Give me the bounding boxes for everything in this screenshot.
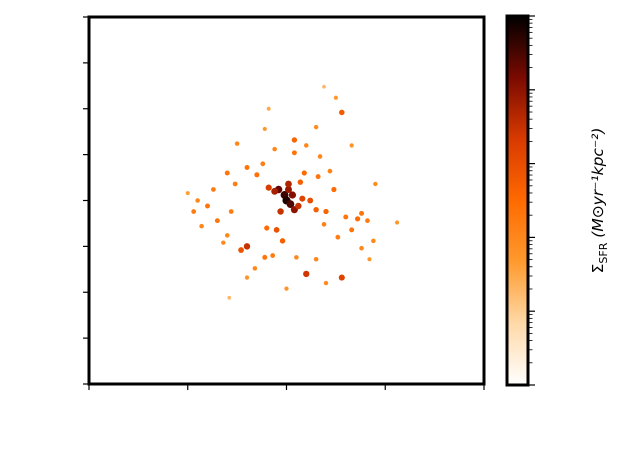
sfr-clump-52 [294,255,299,260]
colorbar-title: ΣSFR (M⊙yr⁻¹kpc⁻²) [589,128,610,274]
sfr-clump-17 [291,137,298,143]
sfr-clump-46 [214,218,220,224]
sfr-clump-39 [244,165,250,170]
sfr-clump-71 [227,295,232,300]
sfr-clump-59 [303,143,309,148]
sfr-clump-27 [355,216,361,222]
sfr-clump-35 [317,154,323,159]
sfr-clump-47 [228,209,234,214]
sfr-clump-19 [264,225,270,231]
sfr-clump-4 [284,185,292,193]
sfr-clump-68 [323,280,329,286]
sfr-clump-28 [359,210,365,216]
sfr-clump-55 [234,141,240,146]
sfr-clump-57 [272,146,277,152]
sfr-clump-38 [232,181,238,187]
sfr-clump-16 [339,109,345,116]
sfr-clump-62 [262,126,267,132]
sfr-clump-41 [211,187,216,192]
sfr-clump-45 [199,223,204,229]
sfr-clump-49 [262,254,268,260]
sfr-clump-15 [338,274,345,281]
sfr-clump-12 [243,243,251,250]
sfr-clump-56 [260,161,266,167]
sfr-clump-21 [301,170,307,176]
sfr-clump-50 [252,266,258,271]
sfr-clump-74 [297,179,304,185]
sfr-clump-73 [266,106,271,111]
sfr-clump-30 [349,227,355,233]
sfr-clump-54 [321,222,327,227]
sfr-clump-37 [224,170,230,176]
sfr-clump-48 [224,233,230,238]
colorbar-frame [505,14,530,387]
sfr-clump-61 [313,124,319,130]
sfr-clump-53 [313,256,319,262]
sfr-clump-76 [288,191,297,199]
sfr-clump-29 [365,218,370,224]
sfr-clump-3 [286,200,295,209]
sfr-clump-9 [295,202,302,210]
sfr-clump-51 [270,253,276,258]
sfr-clump-25 [313,206,319,213]
sfr-clump-36 [327,168,333,174]
sfr-clump-69 [367,257,372,262]
sfr-clump-11 [307,197,314,204]
sfr-clump-72 [322,84,326,89]
sfr-clump-43 [195,198,200,203]
sfr-clump-63 [349,143,354,148]
colorbar-title-subscript: SFR [597,242,610,263]
colorbar-gradient [507,16,528,385]
sfr-clump-66 [244,275,250,280]
sfr-clump-64 [395,220,400,225]
colorbar-title-symbol: Σ [589,264,607,274]
sfr-clump-23 [331,186,337,193]
sfr-clump-34 [373,181,378,187]
sfr-clump-33 [359,245,364,251]
sfr-clump-65 [221,240,226,245]
sfr-clump-20 [279,238,286,244]
sfr-clump-26 [343,214,349,220]
sfr-clump-40 [254,172,260,178]
sfr-clump-10 [299,195,306,202]
sfr-clump-44 [191,209,197,214]
sfr-clump-22 [315,174,321,180]
sfr-clump-14 [303,270,310,278]
sfr-clump-5 [285,180,292,188]
sfr-clump-67 [284,286,289,291]
colorbar-title-units: (M⊙yr⁻¹kpc⁻²) [589,128,607,243]
sfr-clump-42 [205,203,210,209]
sfr-clump-7 [265,184,272,191]
sfr-clump-70 [185,191,190,196]
sfr-clump-24 [323,208,329,215]
sfr-clump-32 [371,238,376,244]
sfr-clump-18 [273,227,280,233]
sfr-clump-75 [277,208,284,215]
plot-frame [87,15,486,386]
sfr-clump-60 [333,95,338,100]
sfr-clump-13 [238,247,244,253]
sfr-clump-31 [335,234,341,240]
sfr-clump-6 [271,187,279,195]
sfr-clump-58 [291,150,297,156]
